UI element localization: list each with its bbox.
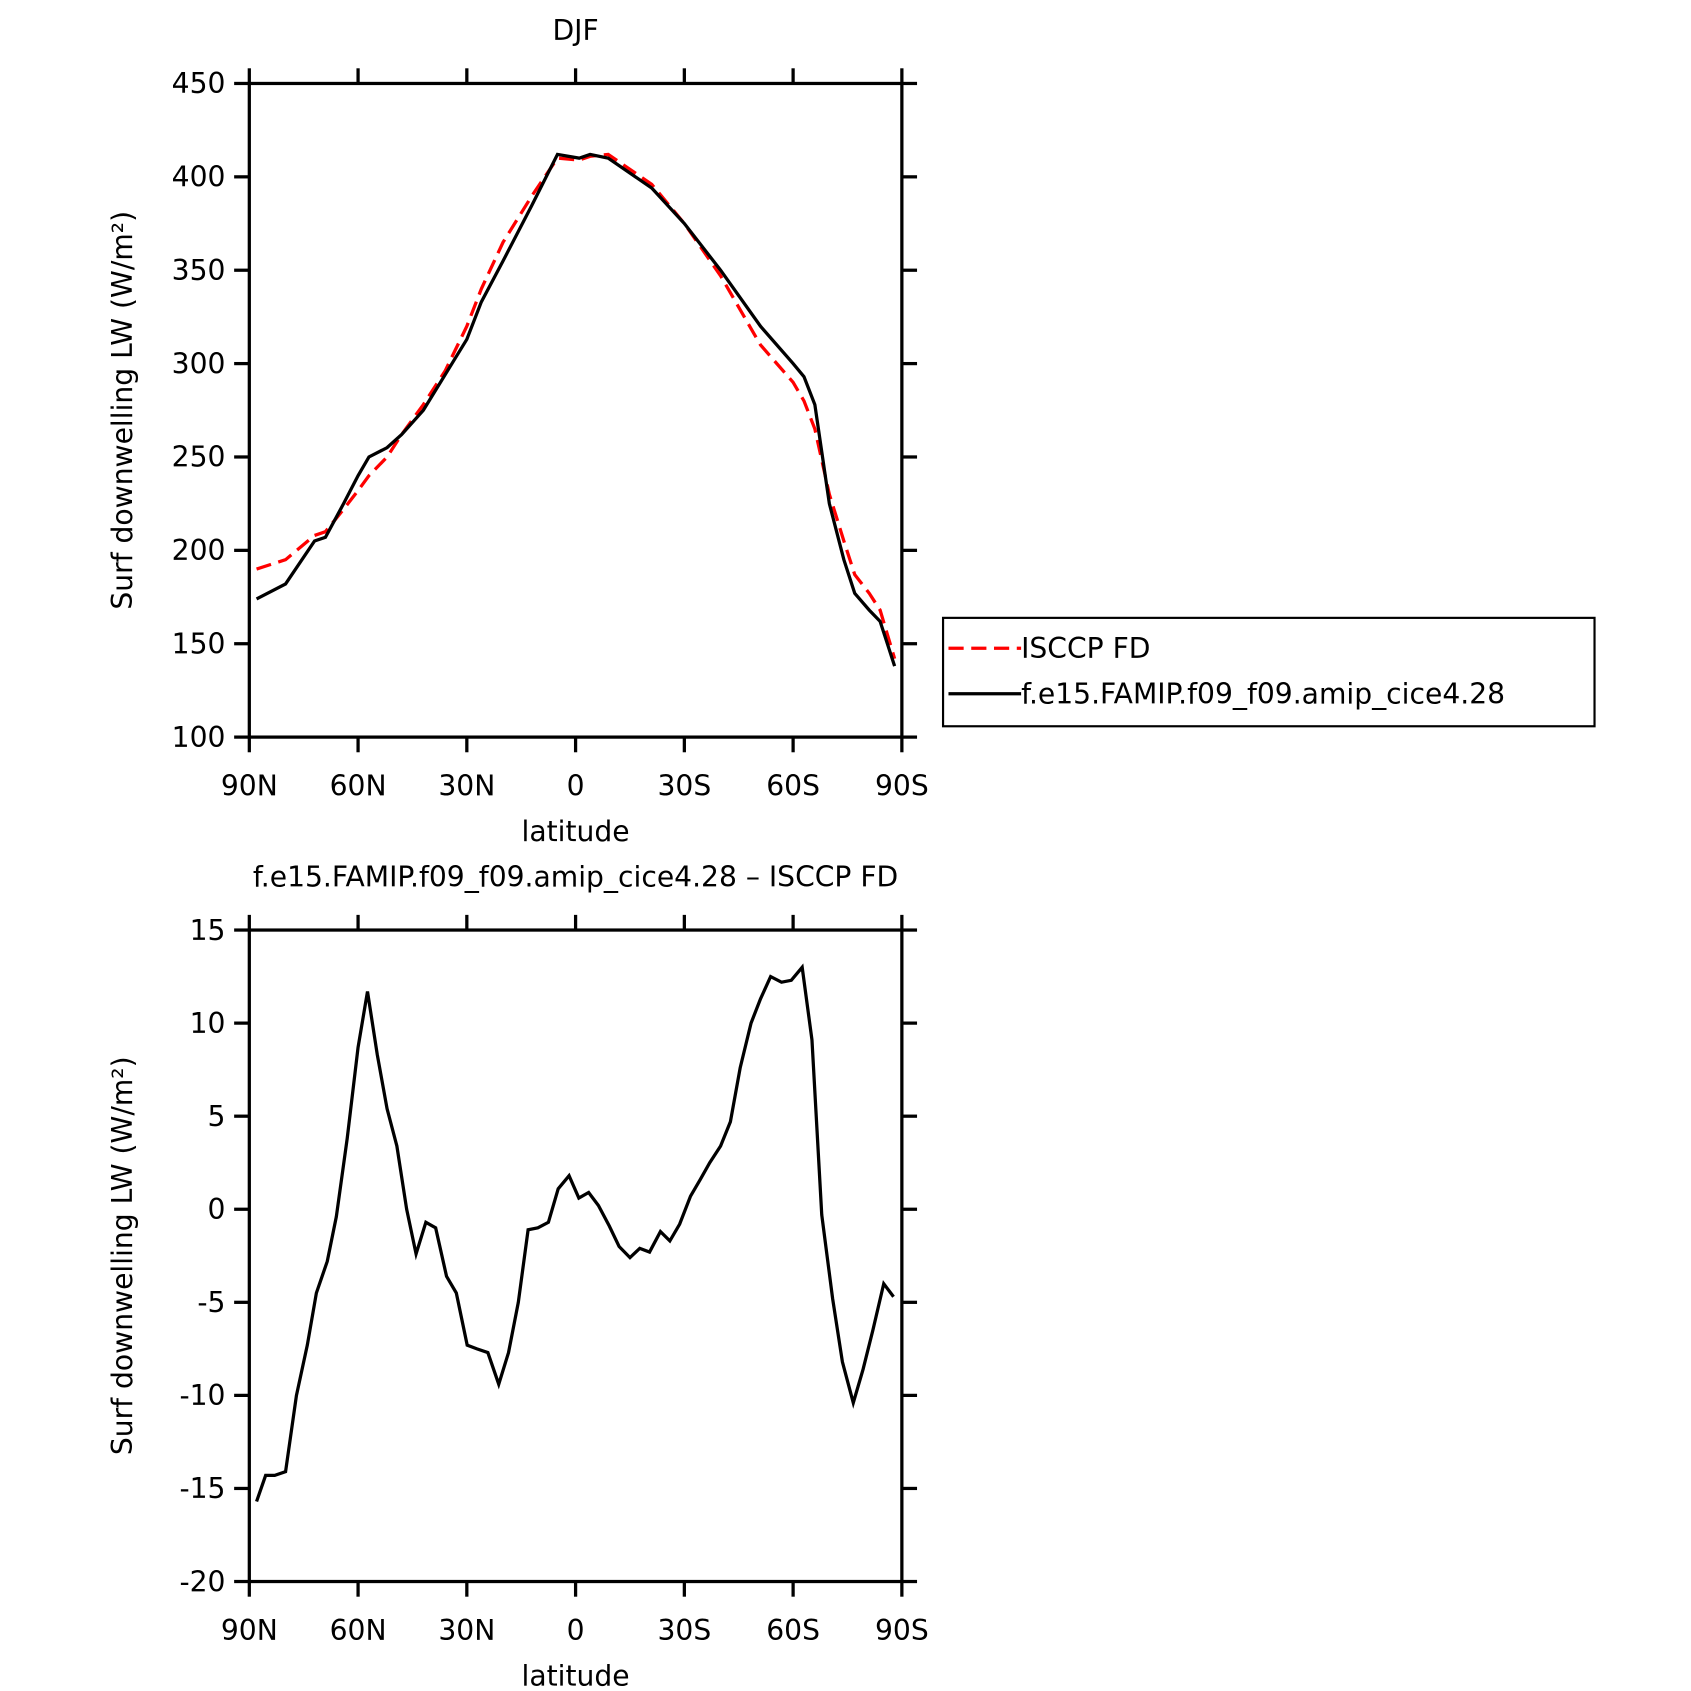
y-tick-label: -10	[179, 1379, 225, 1412]
y-tick-label: 5	[208, 1100, 226, 1133]
y-tick-label: 10	[190, 1007, 226, 1040]
x-tick-label: 30S	[657, 770, 711, 803]
x-axis-label: latitude	[522, 815, 630, 848]
y-tick-label: 0	[208, 1193, 226, 1226]
y-axis-label: Surf downwelling LW (W/m²)	[106, 1056, 139, 1455]
data-line	[255, 963, 895, 1503]
data-line	[255, 152, 897, 667]
y-axis-label: Surf downwelling LW (W/m²)	[106, 211, 139, 610]
x-tick-label: 90S	[875, 770, 929, 803]
x-tick-label: 0	[567, 1614, 585, 1647]
y-tick-label: 15	[190, 914, 226, 947]
x-tick-label: 0	[567, 770, 585, 803]
y-tick-label: 100	[172, 721, 226, 754]
x-tick-label: 90N	[221, 770, 278, 803]
y-tick-label: -5	[197, 1286, 225, 1319]
legend-label: f.e15.FAMIP.f09_f09.amip_cice4.28	[1021, 677, 1505, 710]
legend-box	[941, 616, 1596, 728]
x-tick-label: 60S	[766, 1614, 820, 1647]
x-tick-label: 60N	[330, 1614, 387, 1647]
chart-title: DJF	[552, 14, 598, 47]
legend-label: ISCCP FD	[1021, 632, 1150, 665]
x-tick-label: 30S	[657, 1614, 711, 1647]
x-tick-label: 90S	[875, 1614, 929, 1647]
data-line	[256, 152, 897, 660]
x-axis-label: latitude	[522, 1660, 630, 1691]
plot-frame	[247, 928, 904, 1584]
chart-title: f.e15.FAMIP.f09_f09.amip_cice4.28 – ISCC…	[253, 861, 898, 894]
y-tick-label: 200	[172, 534, 226, 567]
y-tick-label: 350	[172, 254, 226, 287]
x-tick-label: 30N	[438, 1614, 495, 1647]
x-tick-label: 60N	[330, 770, 387, 803]
x-tick-label: 90N	[221, 1614, 278, 1647]
y-tick-label: 250	[172, 441, 226, 474]
y-tick-label: 150	[172, 627, 226, 660]
y-tick-label: -15	[179, 1472, 225, 1505]
x-tick-label: 30N	[438, 770, 495, 803]
y-tick-label: 400	[172, 161, 226, 194]
plot-frame	[247, 81, 904, 739]
y-tick-label: -20	[179, 1565, 225, 1598]
y-tick-label: 300	[172, 347, 226, 380]
y-tick-label: 450	[172, 67, 226, 100]
x-tick-label: 60S	[766, 770, 820, 803]
